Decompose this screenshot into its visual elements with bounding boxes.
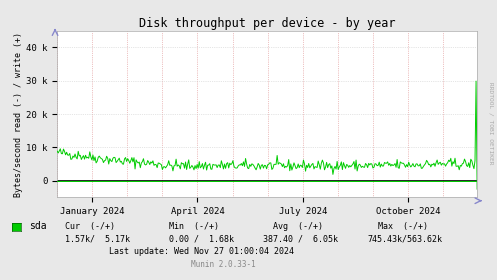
Text: 0.00 /  1.68k: 0.00 / 1.68k (169, 234, 234, 243)
Text: Last update: Wed Nov 27 01:00:04 2024: Last update: Wed Nov 27 01:00:04 2024 (109, 247, 294, 256)
Text: Avg  (-/+): Avg (-/+) (273, 222, 324, 231)
Text: 1.57k/  5.17k: 1.57k/ 5.17k (65, 234, 130, 243)
Text: Munin 2.0.33-1: Munin 2.0.33-1 (191, 260, 256, 269)
Text: 745.43k/563.62k: 745.43k/563.62k (368, 234, 443, 243)
Y-axis label: Bytes/second read (-) / write (+): Bytes/second read (-) / write (+) (14, 32, 23, 197)
Text: 387.40 /  6.05k: 387.40 / 6.05k (263, 234, 338, 243)
Text: RRDTOOL / TOBI OETIKER: RRDTOOL / TOBI OETIKER (489, 82, 494, 164)
Text: sda: sda (29, 221, 46, 231)
Text: Cur  (-/+): Cur (-/+) (65, 222, 115, 231)
Title: Disk throughput per device - by year: Disk throughput per device - by year (139, 17, 396, 30)
Text: Min  (-/+): Min (-/+) (169, 222, 219, 231)
Text: Max  (-/+): Max (-/+) (378, 222, 428, 231)
